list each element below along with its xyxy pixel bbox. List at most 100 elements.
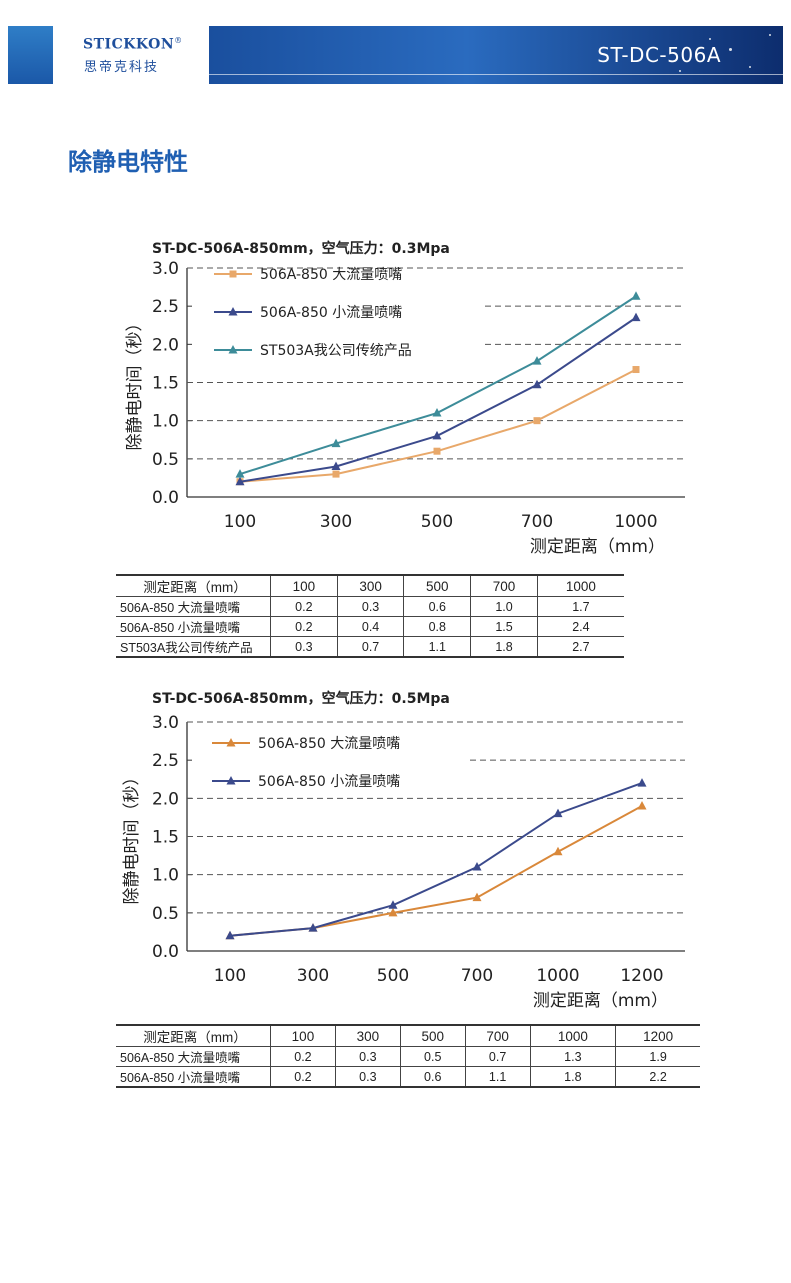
data-point [331, 461, 341, 470]
table-cell: 100 [270, 1024, 336, 1047]
x-axis-label: 测定距离（mm） [530, 537, 665, 557]
table-row: ST503A我公司传统产品 0.3 0.7 1.1 1.8 2.7 [116, 636, 624, 658]
table-cell: 1000 [537, 574, 624, 597]
table-cell: 0.7 [465, 1046, 531, 1067]
data-point [331, 438, 341, 448]
x-tick-label: 700 [521, 512, 553, 532]
data-point [533, 417, 541, 425]
table-cell: 0.2 [270, 1046, 336, 1067]
series-line [239, 368, 637, 483]
table-cell: 0.8 [403, 616, 472, 637]
data-point [631, 291, 641, 300]
table-row: 506A-850 大流量喷嘴 0.2 0.3 0.6 1.0 1.7 [116, 596, 624, 617]
legend-marker [228, 345, 238, 354]
table-cell: 500 [403, 574, 472, 597]
data-point [631, 312, 641, 322]
table-cell: 700 [465, 1024, 531, 1047]
table-cell: 0.3 [335, 1046, 401, 1067]
brand-name-cn: 思帝克科技 [84, 60, 160, 75]
table-cell: 2.7 [537, 636, 624, 658]
table-cell: 0.2 [270, 1066, 336, 1088]
table-cell: 1.8 [530, 1066, 617, 1088]
table-cell: 0.6 [400, 1066, 466, 1088]
y-axis-label: 除静电时间（秒） [125, 315, 145, 451]
data-table-1: 测定距离（mm） 100 300 500 700 1000 506A-850 大流量喷嘴 0.… [116, 574, 624, 658]
row-label: 506A-850 小流量喷嘴 [116, 1066, 271, 1088]
row-label: 测定距离（mm） [116, 1024, 271, 1047]
logo: STICKKON® 思帝克科技 [8, 26, 201, 84]
table-cell: 1.1 [465, 1066, 531, 1088]
row-label: ST503A我公司传统产品 [116, 636, 271, 658]
table-cell: 1.3 [530, 1046, 617, 1067]
table-cell: 500 [400, 1024, 466, 1047]
model-number: ST-DC-506A [597, 43, 721, 67]
brand-name: STICKKON® [83, 36, 183, 53]
legend-label: ST503A我公司传统产品 [260, 343, 412, 359]
legend-marker [229, 270, 237, 278]
table-cell: 0.2 [270, 616, 338, 637]
y-tick-label: 2.0 [152, 335, 179, 355]
table-cell: 1.1 [403, 636, 472, 658]
table-header-row: 测定距离（mm） 100 300 500 700 1000 [116, 574, 624, 597]
data-point [532, 356, 542, 365]
page-header: STICKKON® 思帝克科技 ST-DC-506A [8, 26, 783, 84]
table-cell: 0.6 [403, 596, 472, 617]
table-cell: 0.4 [337, 616, 405, 637]
y-tick-label: 0.5 [152, 450, 179, 470]
data-point [432, 430, 442, 440]
data-point [433, 447, 441, 455]
data-point [632, 366, 640, 374]
y-tick-label: 1.0 [152, 412, 179, 432]
x-tick-label: 500 [421, 512, 453, 532]
table-row: 506A-850 大流量喷嘴 0.2 0.3 0.5 0.7 1.3 1.9 [116, 1046, 700, 1067]
y-tick-label: 0.0 [152, 488, 179, 508]
table-cell: 0.2 [270, 596, 338, 617]
chart2-title: ST-DC-506A-850mm，空气压力：0.5Mpa [152, 691, 450, 707]
table-cell: 2.4 [537, 616, 624, 637]
table-row: 506A-850 小流量喷嘴 0.2 0.4 0.8 1.5 2.4 [116, 616, 624, 637]
legend-marker [228, 307, 238, 316]
table-cell: 1200 [615, 1024, 700, 1047]
table-cell: 1.5 [470, 616, 538, 637]
data-point [432, 408, 442, 417]
table-cell: 1.0 [470, 596, 538, 617]
table-header-row: 测定距离（mm） 100 300 500 700 1000 1200 [116, 1024, 700, 1047]
row-label: 506A-850 小流量喷嘴 [116, 616, 271, 637]
table-cell: 0.7 [337, 636, 405, 658]
table-cell: 1000 [530, 1024, 617, 1047]
table-cell: 0.5 [400, 1046, 466, 1067]
series-line [239, 295, 637, 476]
table-cell: 100 [270, 574, 338, 597]
chart1-title: ST-DC-506A-850mm，空气压力：0.3Mpa [152, 241, 450, 257]
row-label: 506A-850 大流量喷嘴 [116, 1046, 271, 1067]
table-cell: 1.7 [537, 596, 624, 617]
table-cell: 1.8 [470, 636, 538, 658]
legend-label: 506A-850 小流量喷嘴 [260, 305, 402, 321]
table-cell: 0.3 [270, 636, 338, 658]
y-tick-label: 1.5 [152, 374, 179, 394]
data-point [235, 476, 245, 486]
table-cell: 0.3 [335, 1066, 401, 1088]
legend-label: 506A-850 大流量喷嘴 [260, 267, 402, 283]
row-label: 测定距离（mm） [116, 574, 271, 597]
table-cell: 1.9 [615, 1046, 700, 1067]
data-point [235, 469, 245, 478]
x-tick-label: 1000 [614, 512, 657, 532]
table-row: 506A-850 小流量喷嘴 0.2 0.3 0.6 1.1 1.8 2.2 [116, 1066, 700, 1088]
row-label: 506A-850 大流量喷嘴 [116, 596, 271, 617]
x-tick-label: 100 [224, 512, 256, 532]
table-cell: 300 [337, 574, 405, 597]
page-title: 除静电特性 [68, 148, 188, 176]
header-banner: ST-DC-506A [209, 26, 783, 84]
table-cell: 0.3 [337, 596, 405, 617]
data-point [532, 379, 542, 389]
data-table-2: 测定距离（mm） 100 300 500 700 1000 1200 506A-850 大流量… [116, 1024, 700, 1088]
table-cell: 700 [470, 574, 538, 597]
y-tick-label: 2.5 [152, 297, 179, 317]
data-point [332, 470, 340, 478]
logo-accent-bar [8, 26, 53, 84]
y-tick-label: 3.0 [152, 259, 179, 279]
x-tick-label: 300 [320, 512, 352, 532]
table-cell: 300 [335, 1024, 401, 1047]
